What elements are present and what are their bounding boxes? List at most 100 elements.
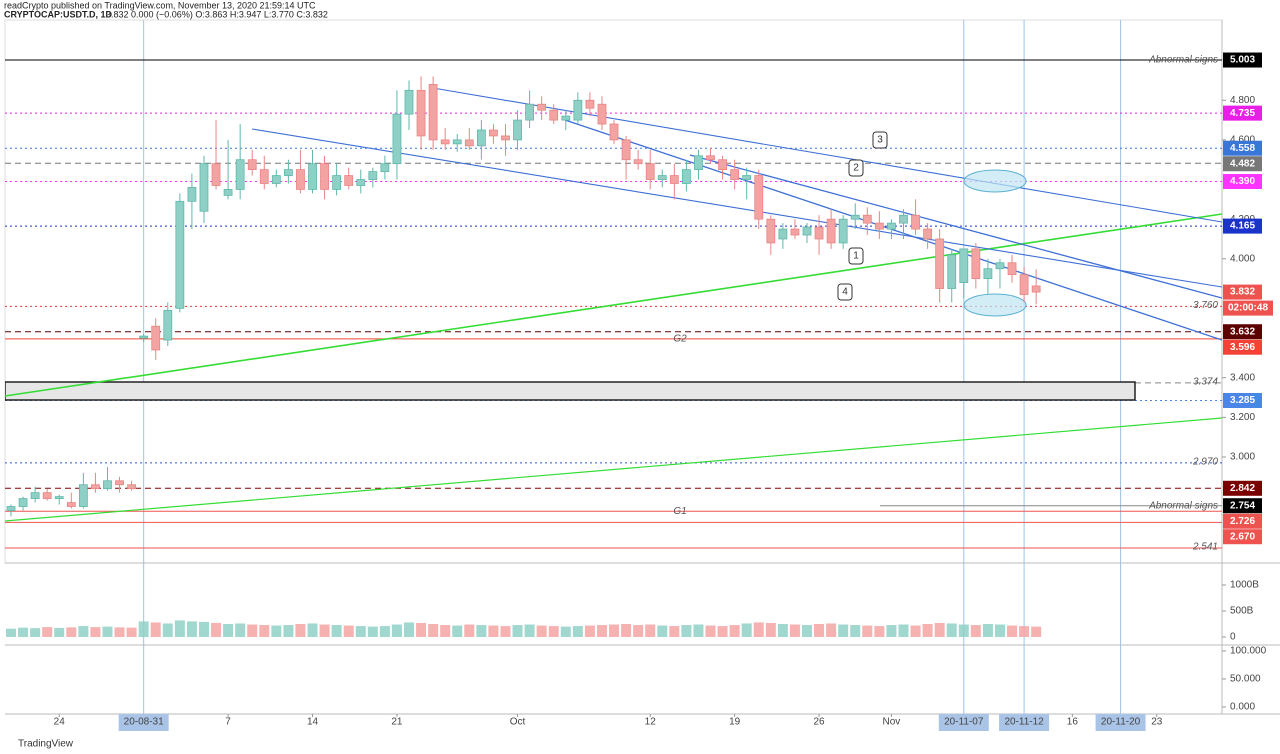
candle-body: [802, 226, 812, 236]
volume-bar: [777, 623, 788, 637]
highlight-ellipse: [963, 169, 1027, 193]
candle-body: [850, 214, 860, 220]
price-badge-label: 2.726: [1230, 516, 1255, 527]
price-badge: [1223, 174, 1262, 190]
y-tick-label: 3.000: [1230, 452, 1255, 463]
volume-bar: [500, 626, 511, 637]
x-tick-label: Nov: [883, 717, 901, 728]
candle-body: [187, 187, 197, 202]
price-badge-label: 4.482: [1230, 158, 1255, 169]
volume-bar: [874, 626, 885, 637]
volume-bar: [102, 626, 113, 637]
candle-body: [440, 139, 450, 145]
candle-body: [730, 169, 740, 180]
price-badge-label: 4.390: [1230, 176, 1255, 187]
candle-body: [911, 214, 920, 230]
candle-body: [476, 129, 486, 147]
candle-body: [694, 155, 703, 171]
candle-body: [175, 200, 185, 309]
x-tick-label: 20-11-20: [1101, 717, 1141, 728]
candle-body: [935, 238, 945, 289]
highlight-ellipse: [963, 293, 1027, 317]
countdown-badge: [1223, 300, 1273, 316]
candle-body: [754, 175, 764, 220]
grid-layer: [143, 20, 1122, 714]
volume-bar: [958, 624, 969, 637]
range-box: [5, 381, 1136, 401]
volume-bar: [476, 625, 487, 637]
volume-bar: [621, 623, 632, 637]
trend-line: [689, 154, 1222, 299]
candle-body: [6, 506, 16, 511]
candle-body: [790, 228, 800, 236]
candle-body: [30, 492, 40, 499]
volume-bar: [512, 625, 523, 637]
volume-bar: [536, 625, 547, 637]
candle-body: [862, 214, 872, 224]
x-tick-label: 7: [225, 717, 231, 728]
publisher: readCrypto published on TradingView.com,…: [4, 0, 316, 10]
candle-body: [259, 169, 269, 184]
volume-bar: [814, 623, 825, 637]
volume-bar: [765, 622, 776, 637]
candle-body: [549, 109, 559, 121]
volume-bar: [681, 625, 692, 637]
volume-bar: [367, 626, 378, 637]
price-badge: [1223, 513, 1262, 529]
candle-body: [887, 222, 896, 230]
volume-bar: [379, 626, 390, 637]
candle-body: [766, 218, 776, 244]
price-badge: [1223, 52, 1262, 68]
price-badge: [1223, 480, 1262, 496]
x-tick-label: Oct: [510, 717, 526, 728]
candle-body: [513, 119, 522, 141]
volume-bar: [488, 625, 499, 637]
volume-bar: [211, 622, 222, 637]
candle-body: [223, 189, 233, 196]
candle-body: [211, 163, 221, 186]
volume-tick-label: 500B: [1230, 606, 1254, 617]
volume-bar: [186, 621, 197, 637]
volume-bar: [42, 627, 53, 637]
candle-body: [332, 175, 342, 190]
price-badge: [1223, 529, 1262, 545]
axis-layer: 3.0003.2003.4004.0004.2004.6004.8005.003…: [54, 52, 1273, 731]
candle-body: [320, 163, 329, 190]
candle-body: [489, 129, 498, 137]
volume-bar: [452, 625, 463, 637]
candle-body: [428, 84, 438, 141]
callout: [848, 159, 864, 177]
callout-label: 4: [842, 287, 848, 298]
price-badge: [1223, 218, 1262, 234]
candle-body: [1031, 285, 1041, 293]
candle-body: [1007, 262, 1017, 276]
candle-body: [91, 484, 100, 490]
volume-bar: [1007, 625, 1018, 637]
volume-bar: [331, 625, 342, 637]
volume-bar: [464, 624, 475, 637]
candle-body: [573, 99, 583, 121]
candle-body: [633, 159, 643, 165]
volume-tick-label: 0: [1230, 632, 1236, 643]
volume-bar: [235, 623, 246, 637]
volume-bar: [729, 625, 740, 637]
candle-body: [452, 139, 462, 145]
footer-brand: TradingView: [18, 739, 74, 750]
volume-bar: [596, 625, 607, 637]
trend-line: [564, 119, 1222, 341]
price-badge-label: 4.558: [1230, 143, 1255, 154]
volume-bar: [6, 628, 16, 637]
candle-body: [103, 480, 112, 490]
volume-bar: [138, 621, 149, 637]
level-label: 3.760: [1193, 300, 1218, 311]
candle-body: [621, 139, 631, 161]
candle-body: [344, 175, 354, 186]
y-tick-label: 4.000: [1230, 253, 1255, 264]
price-badge-label: 2.842: [1230, 483, 1255, 494]
y-tick-label: 3.200: [1230, 412, 1255, 423]
candle-body: [380, 163, 390, 173]
volume-bar: [440, 625, 451, 637]
candle-body: [899, 214, 908, 224]
volume-bar: [982, 623, 993, 637]
